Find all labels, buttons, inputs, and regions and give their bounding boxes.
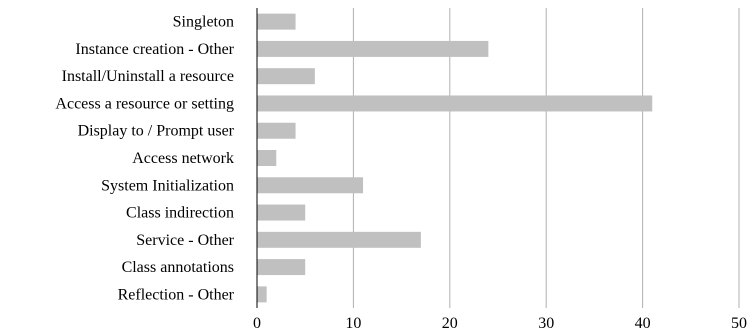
bar: [257, 231, 421, 248]
category-label: Access network: [132, 150, 234, 167]
category-label: Class indirection: [126, 205, 234, 222]
gridlines: [352, 8, 740, 308]
bar: [257, 150, 277, 166]
bar: [257, 13, 296, 30]
category-label: Access a resource or setting: [55, 95, 234, 112]
bars: [257, 13, 653, 303]
category-label: Service - Other: [136, 232, 234, 249]
bar: [257, 286, 267, 303]
x-tick-label: 50: [731, 315, 747, 332]
category-label: Singleton: [173, 14, 234, 31]
category-label: Display to / Prompt user: [78, 123, 235, 140]
category-label: Instance creation - Other: [75, 41, 234, 58]
category-label: Reflection - Other: [118, 286, 235, 303]
category-label: Install/Uninstall a resource: [62, 68, 234, 85]
x-tick-label: 0: [253, 315, 261, 332]
x-tick-labels: 0 10 20 30 40 50: [253, 315, 747, 332]
bar: [257, 177, 364, 194]
bar: [257, 204, 306, 221]
x-tick-label: 30: [538, 315, 554, 332]
bar: [257, 40, 489, 57]
x-tick-label: 40: [635, 315, 651, 332]
category-labels: Singleton Instance creation - Other Instal…: [55, 14, 234, 304]
x-tick-label: 20: [442, 315, 458, 332]
bar: [257, 95, 653, 112]
bar: [257, 122, 296, 139]
category-label: System Initialization: [101, 177, 234, 194]
bar: [257, 259, 306, 276]
bar: [257, 68, 315, 85]
category-label: Class annotations: [122, 259, 234, 276]
x-tick-label: 10: [345, 315, 361, 332]
